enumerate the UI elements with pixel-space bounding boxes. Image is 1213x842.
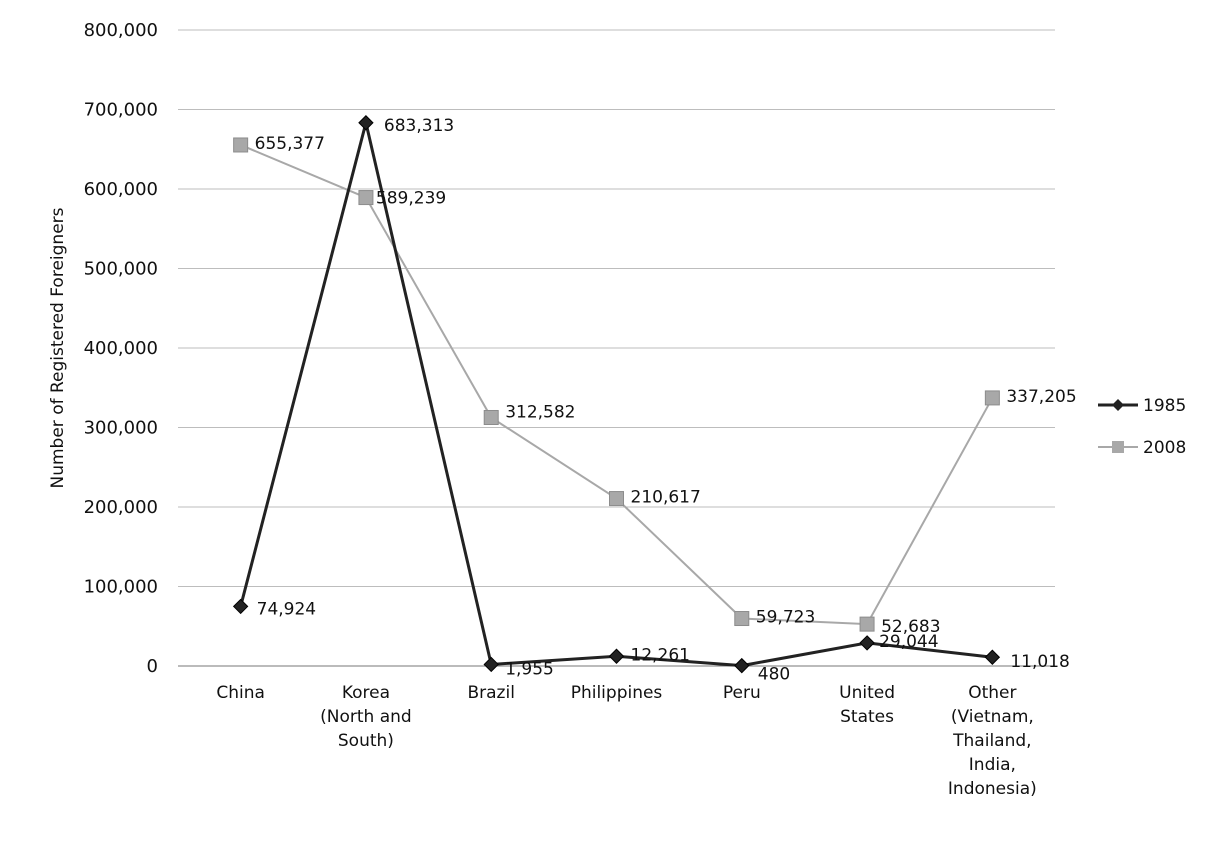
data-point-1985	[984, 649, 1001, 665]
y-tick-label: 100,000	[84, 577, 158, 598]
gridlines	[178, 29, 1055, 667]
data-point-2008	[859, 616, 875, 632]
y-tick-label: 300,000	[84, 418, 158, 439]
data-point-2008	[609, 491, 624, 507]
data-label-1985: 683,313	[384, 116, 454, 136]
y-axis-ticks: 0 100,000 200,000 300,000 400,000 500,000 600,…	[84, 20, 158, 677]
x-category-label: Brazil	[467, 683, 514, 703]
data-point-1985	[358, 115, 374, 131]
x-category-label: United States	[839, 683, 895, 727]
data-point-2008	[233, 137, 249, 153]
data-label-2008: 655,377	[255, 134, 325, 154]
data-label-1985: 1,955	[505, 659, 554, 679]
data-point-1985	[734, 657, 750, 674]
y-tick-label: 200,000	[84, 497, 158, 518]
legend-marker-2008	[1112, 441, 1124, 453]
x-category-label: Other (Vietnam, Thailand, India, Indonesia)	[948, 683, 1037, 799]
data-point-2008	[984, 390, 1000, 406]
x-category-label: Peru	[723, 683, 761, 703]
data-labels: 74,924 683,313 1,955 12,261 480 29,044 11,018 6…	[255, 116, 1077, 685]
data-point-1985	[483, 656, 499, 673]
y-tick-label: 400,000	[84, 338, 158, 359]
data-label-1985: 74,924	[257, 599, 316, 619]
data-point-2008	[483, 409, 499, 425]
x-category-label: Philippines	[571, 683, 663, 703]
x-category-label: China	[216, 683, 265, 703]
data-label-1985: 29,044	[879, 632, 938, 652]
series-line-2008	[240, 144, 994, 626]
data-label-1985: 12,261	[631, 645, 690, 665]
y-tick-label: 500,000	[84, 259, 158, 280]
data-label-2008: 52,683	[881, 617, 940, 637]
series-lines	[239, 122, 994, 668]
data-point-2008	[358, 190, 374, 206]
x-axis-categories: China Korea (North and South) Brazil Philippi…	[216, 683, 1036, 799]
data-label-2008: 589,239	[376, 189, 446, 209]
data-point-1985	[232, 598, 249, 615]
data-label-2008: 312,582	[505, 402, 575, 422]
legend-label-2008: 2008	[1143, 438, 1186, 458]
y-tick-label: 800,000	[84, 20, 158, 41]
legend-label-1985: 1985	[1143, 396, 1186, 416]
y-axis-title: Number of Registered Foreigners	[48, 207, 68, 488]
data-label-2008: 59,723	[756, 608, 815, 628]
data-label-2008: 210,617	[631, 488, 701, 508]
data-label-1985: 480	[758, 665, 790, 685]
data-point-2008	[734, 611, 750, 627]
data-point-1985	[608, 648, 625, 664]
data-label-2008: 337,205	[1006, 387, 1076, 407]
series-line-1985	[239, 122, 993, 668]
y-tick-label: 600,000	[84, 179, 158, 200]
data-point-1985	[859, 635, 875, 651]
data-label-1985: 11,018	[1010, 652, 1069, 672]
y-tick-label: 0	[147, 656, 158, 677]
x-category-label: Korea (North and South)	[320, 683, 412, 751]
legend-marker-1985	[1112, 399, 1124, 411]
legend: 1985 2008	[1098, 396, 1186, 458]
y-tick-label: 700,000	[84, 100, 158, 121]
series-markers	[232, 115, 1001, 674]
